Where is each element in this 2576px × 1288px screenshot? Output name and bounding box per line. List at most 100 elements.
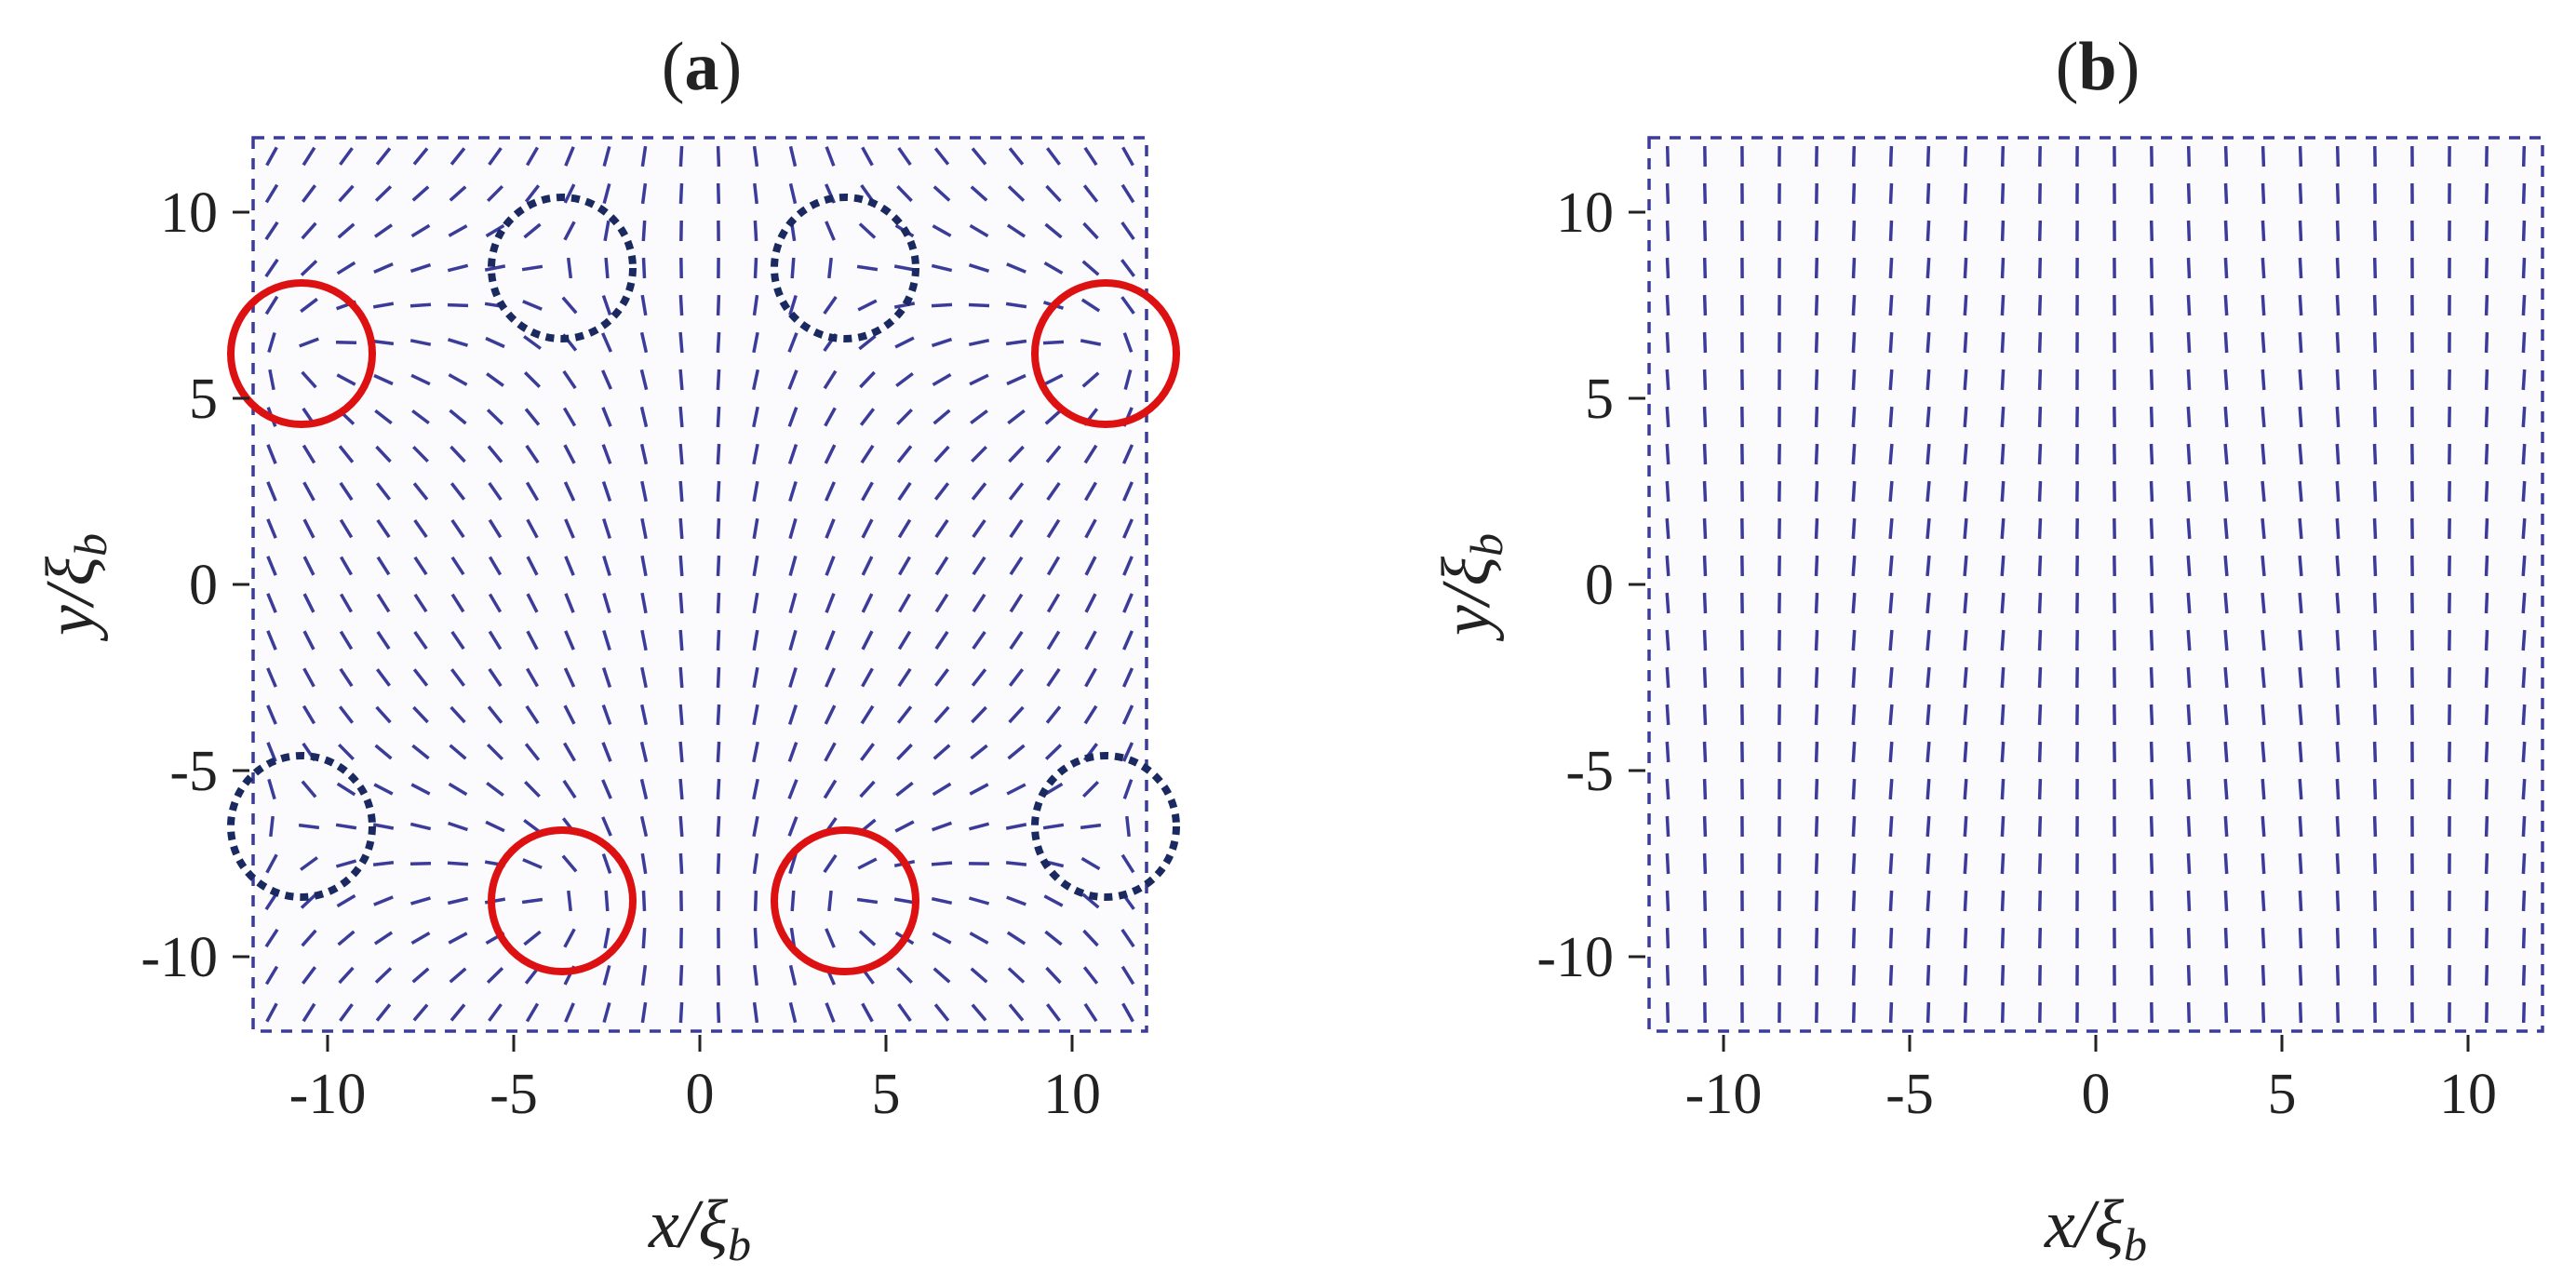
field-segment <box>267 778 276 800</box>
field-segment <box>523 222 542 239</box>
field-segment <box>449 1003 466 1022</box>
panel-b-y-axis-label: y/ξb <box>1429 533 1512 642</box>
field-segment <box>2521 182 2527 205</box>
field-segment <box>787 332 798 353</box>
field-segment <box>1925 331 1931 354</box>
field-segment <box>448 932 468 945</box>
field-segment <box>2037 517 2043 540</box>
field-segment <box>1009 630 1024 651</box>
field-segment <box>2521 629 2527 651</box>
field-segment <box>449 668 466 687</box>
field-segment <box>859 370 876 389</box>
field-segment <box>373 895 394 906</box>
field-segment <box>753 964 758 986</box>
field-segment <box>375 705 392 724</box>
x-tick-label: -5 <box>490 1063 538 1126</box>
field-segment <box>752 666 759 689</box>
field-segment <box>2335 406 2341 428</box>
field-segment <box>564 518 575 539</box>
field-segment <box>861 146 874 167</box>
field-segment <box>1121 1002 1134 1023</box>
field-segment <box>525 1002 540 1023</box>
field-segment <box>1963 406 1968 428</box>
field-segment <box>1925 741 1931 763</box>
field-segment <box>2223 369 2229 391</box>
field-segment <box>824 444 837 464</box>
field-segment <box>1121 742 1134 762</box>
field-segment <box>2186 182 2192 205</box>
field-segment <box>1122 332 1134 353</box>
field-segment <box>2149 704 2154 726</box>
y-tick-label: 10 <box>160 181 218 245</box>
panel-a-vector-field <box>264 145 1135 1024</box>
panel-a-frame <box>251 136 1148 1033</box>
field-segment <box>1814 406 1819 428</box>
field-segment <box>2521 964 2527 986</box>
field-segment <box>524 184 541 203</box>
field-segment <box>1083 1002 1098 1023</box>
field-segment <box>2298 815 2303 838</box>
field-segment <box>375 445 392 463</box>
field-segment <box>2335 852 2341 875</box>
field-segment <box>827 257 833 279</box>
field-segment <box>1702 406 1708 428</box>
field-segment <box>639 443 649 465</box>
field-segment <box>896 705 913 724</box>
field-segment <box>2335 815 2341 838</box>
negative-defect-marker <box>771 194 919 342</box>
field-segment <box>2186 443 2192 465</box>
field-segment <box>971 668 987 687</box>
field-segment <box>2261 778 2266 800</box>
field-segment <box>409 861 432 866</box>
field-segment <box>788 592 798 614</box>
field-segment <box>2335 145 2341 168</box>
field-segment <box>2186 555 2192 577</box>
field-segment <box>2223 331 2229 354</box>
field-segment <box>374 967 393 984</box>
field-segment <box>266 444 277 464</box>
field-segment <box>300 892 318 909</box>
field-segment <box>2261 890 2266 912</box>
field-segment <box>1963 852 1968 875</box>
field-segment <box>932 224 952 237</box>
field-segment <box>2223 927 2229 949</box>
field-segment <box>2335 741 2341 763</box>
field-segment <box>1121 481 1134 502</box>
field-segment <box>375 1003 392 1022</box>
field-segment <box>934 630 949 651</box>
field-segment <box>788 182 798 205</box>
field-segment <box>339 147 354 166</box>
positive-defect-marker <box>488 826 637 975</box>
field-segment <box>1007 967 1026 984</box>
field-segment <box>2298 555 2303 577</box>
field-segment <box>1007 185 1026 202</box>
field-segment <box>2037 890 2043 912</box>
field-segment <box>266 556 277 576</box>
y-tick-label: 5 <box>1585 368 1614 431</box>
field-segment <box>896 743 913 761</box>
field-segment <box>1702 331 1708 354</box>
field-segment <box>2037 852 2043 875</box>
field-segment <box>678 1001 684 1024</box>
field-segment <box>678 815 684 838</box>
field-segment <box>2186 778 2192 800</box>
field-segment <box>824 667 837 688</box>
field-segment <box>264 183 279 204</box>
field-segment <box>1007 744 1026 760</box>
field-segment <box>2298 741 2303 763</box>
field-segment <box>897 630 912 651</box>
field-segment <box>486 372 504 387</box>
field-segment <box>373 373 394 386</box>
field-segment <box>1122 779 1134 799</box>
field-segment <box>753 927 758 949</box>
field-segment <box>413 593 428 613</box>
field-segment <box>269 815 275 838</box>
field-segment <box>1925 182 1931 205</box>
x-tick-label: -10 <box>289 1063 367 1126</box>
field-segment <box>2000 517 2006 540</box>
field-segment <box>1082 966 1099 985</box>
x-tick-label: 5 <box>2268 1063 2297 1126</box>
field-segment <box>716 666 721 689</box>
field-segment <box>336 373 356 386</box>
field-segment <box>564 556 575 576</box>
